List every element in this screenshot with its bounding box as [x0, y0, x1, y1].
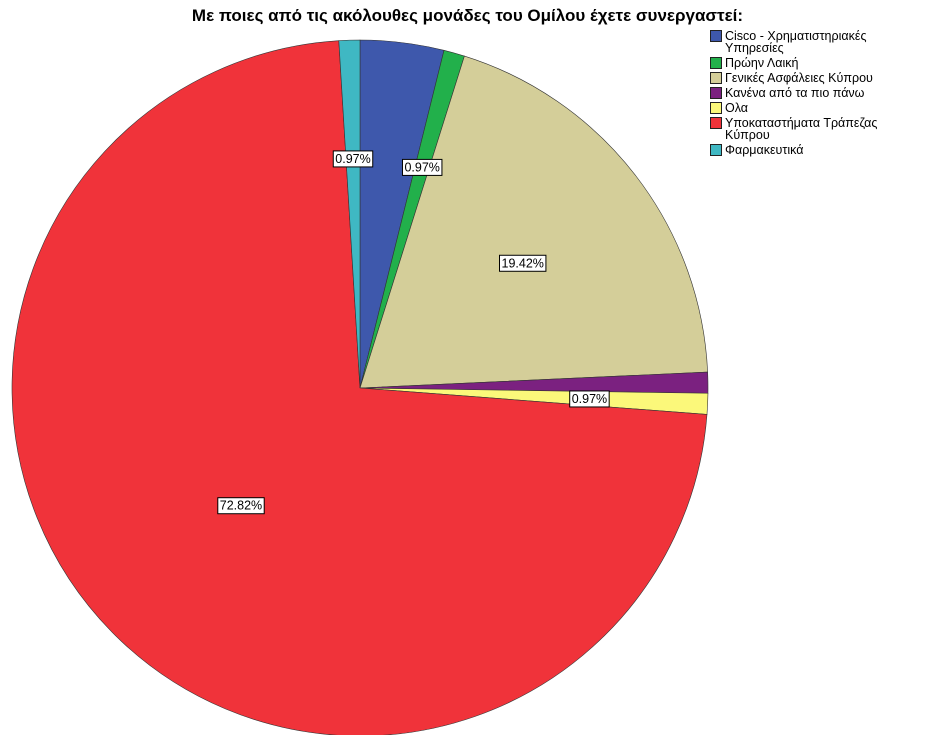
legend-label: Κανένα από τα πιο πάνω — [725, 86, 865, 100]
chart-title: Με ποιες από τις ακόλουθες μονάδες του Ο… — [191, 6, 744, 25]
legend-item: Cisco - Χρηματιστηριακές Υπηρεσίες — [710, 30, 925, 54]
value-label-box — [499, 254, 547, 272]
value-label: 0.97% — [332, 150, 374, 168]
legend-swatch — [710, 117, 722, 129]
value-label-box — [217, 497, 265, 515]
legend-label: Ολα — [725, 101, 749, 115]
legend-swatch — [710, 87, 722, 99]
value-label-box — [569, 390, 610, 408]
legend-swatch — [710, 30, 722, 42]
value-label-box — [401, 158, 443, 176]
value-label-text: 0.97% — [404, 160, 439, 174]
legend-item: Υποκαταστήματα Τράπεζας Κύπρου — [710, 117, 925, 141]
legend-item: Ολα — [710, 102, 925, 114]
legend-item: Πρώην Λαική — [710, 57, 925, 69]
value-label: 19.42% — [499, 254, 547, 272]
pie-slice — [359, 55, 708, 389]
legend-item: Γενικές Ασφάλειες Κύπρου — [710, 72, 925, 84]
legend-swatch — [710, 102, 722, 114]
legend-swatch — [710, 72, 722, 84]
legend-swatch — [710, 57, 722, 69]
legend-item: Φαρμακευτικά — [710, 144, 925, 156]
legend-label: Cisco - Χρηματιστηριακές Υπηρεσίες — [725, 29, 867, 55]
legend-label: Φαρμακευτικά — [725, 143, 804, 157]
value-label-text: 72.82% — [220, 499, 262, 513]
value-label-text: 0.97% — [335, 152, 370, 166]
legend-item: Κανένα από τα πιο πάνω — [710, 87, 925, 99]
value-label-box — [332, 150, 374, 168]
value-label-text: 0.97% — [572, 392, 607, 406]
legend-label: Πρώην Λαική — [725, 56, 799, 70]
value-label: 0.97% — [401, 158, 443, 176]
legend-label: Υποκαταστήματα Τράπεζας Κύπρου — [725, 116, 878, 142]
legend-label: Γενικές Ασφάλειες Κύπρου — [725, 71, 873, 85]
legend: Cisco - Χρηματιστηριακές Υπηρεσίες Πρώην … — [710, 30, 925, 159]
legend-swatch — [710, 144, 722, 156]
value-label: 72.82% — [217, 497, 265, 515]
pie-slice — [338, 39, 361, 389]
value-label: 0.97% — [569, 390, 610, 408]
pie-slice — [11, 40, 708, 735]
value-label-text: 19.42% — [502, 256, 544, 270]
